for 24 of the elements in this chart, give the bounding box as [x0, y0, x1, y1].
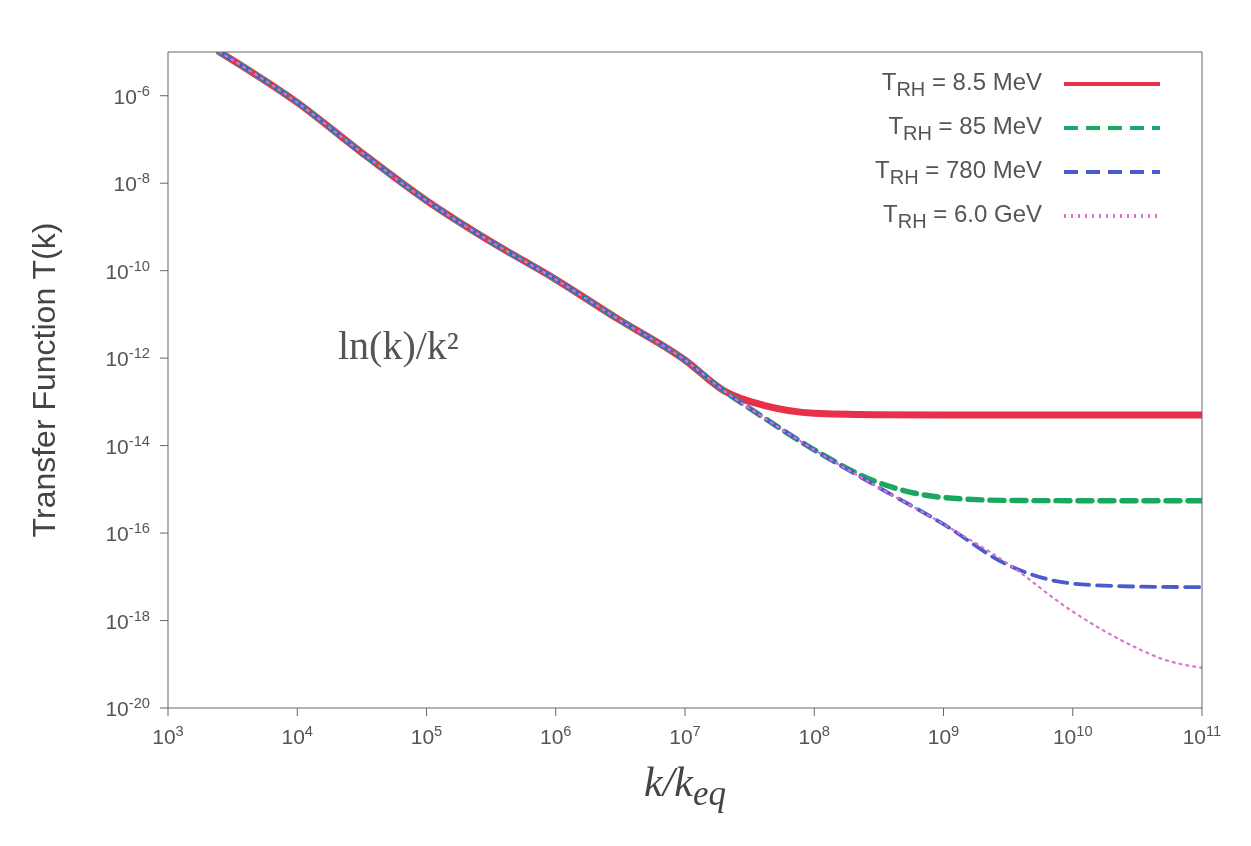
x-tick-label: 10$^{5}$	[410, 723, 443, 748]
legend-label: T$_{RH}$ = 8.5 MeV	[881, 67, 1042, 101]
x-tick-label: 10$^{4}$	[281, 723, 314, 748]
y-tick-label: 10$^{-14}$	[105, 432, 150, 458]
legend-label: T$_{RH}$ = 6.0 GeV	[883, 199, 1042, 233]
y-axis-title: Transfer Function T(k)	[26, 221, 63, 540]
x-tick-label: 10$^{6}$	[539, 723, 572, 748]
y-tick-label: 10$^{-16}$	[105, 520, 150, 546]
y-tick-label: 10$^{-8}$	[113, 170, 150, 196]
y-tick-label: 10$^{-10}$	[105, 257, 150, 283]
x-tick-label: 10$^{7}$	[669, 723, 701, 748]
x-axis-title: k/k$_{eq}$	[643, 758, 727, 815]
y-tick-label: 10$^{-6}$	[113, 82, 150, 108]
x-tick-label: 10$^{3}$	[152, 723, 184, 748]
legend-label: T$_{RH}$ = 85 MeV	[888, 111, 1042, 145]
legend-label: T$_{RH}$ = 780 MeV	[875, 155, 1042, 189]
y-tick-label: 10$^{-20}$	[105, 695, 150, 720]
y-tick-label: 10$^{-18}$	[105, 607, 150, 633]
annotation: ln(k)/k²	[338, 322, 459, 369]
x-tick-label: 10$^{8}$	[798, 723, 831, 748]
x-tick-label: 10$^{11}$	[1182, 723, 1222, 748]
y-tick-label: 10$^{-12}$	[105, 345, 150, 371]
x-tick-label: 10$^{10}$	[1052, 723, 1093, 748]
x-tick-label: 10$^{9}$	[927, 723, 960, 748]
